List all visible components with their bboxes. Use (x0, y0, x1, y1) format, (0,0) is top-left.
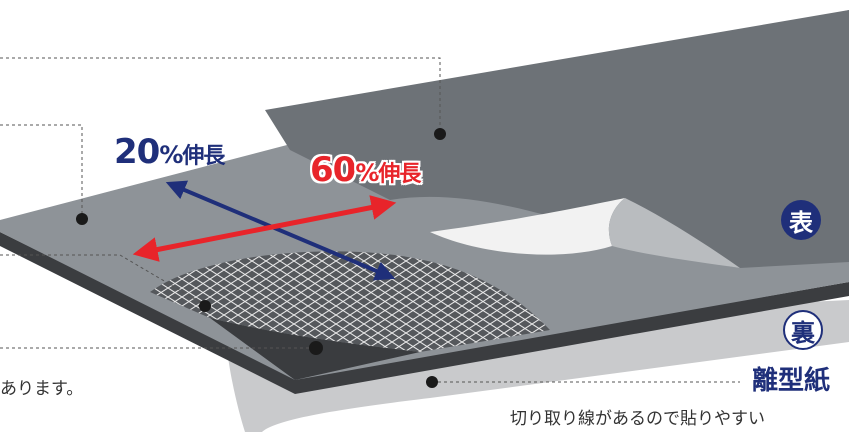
stretch-60-percent: % (355, 159, 378, 187)
stretch-20-percent: % (159, 141, 182, 169)
release-paper-desc: 切り取り線があるので貼りやすい (510, 404, 765, 429)
stretch-20-label: 20%伸長 (114, 132, 224, 172)
leader-dot-5 (426, 376, 438, 388)
back-badge: 裏 (783, 310, 823, 350)
stretch-60-word: 伸長 (378, 162, 420, 187)
stretch-20-number: 20 (114, 132, 159, 172)
left-note: あります。 (0, 374, 83, 399)
front-badge: 表 (781, 200, 821, 240)
leader-dot-1 (434, 128, 446, 140)
leader-dot-2 (76, 213, 88, 225)
leader-dot-4 (309, 341, 323, 355)
release-paper-title: 離型紙 (752, 360, 830, 397)
leader-dot-3 (199, 300, 211, 312)
stretch-20-word: 伸長 (182, 144, 224, 169)
stretch-60-number: 60 (310, 150, 355, 190)
stretch-60-label: 60%伸長 (310, 150, 420, 190)
